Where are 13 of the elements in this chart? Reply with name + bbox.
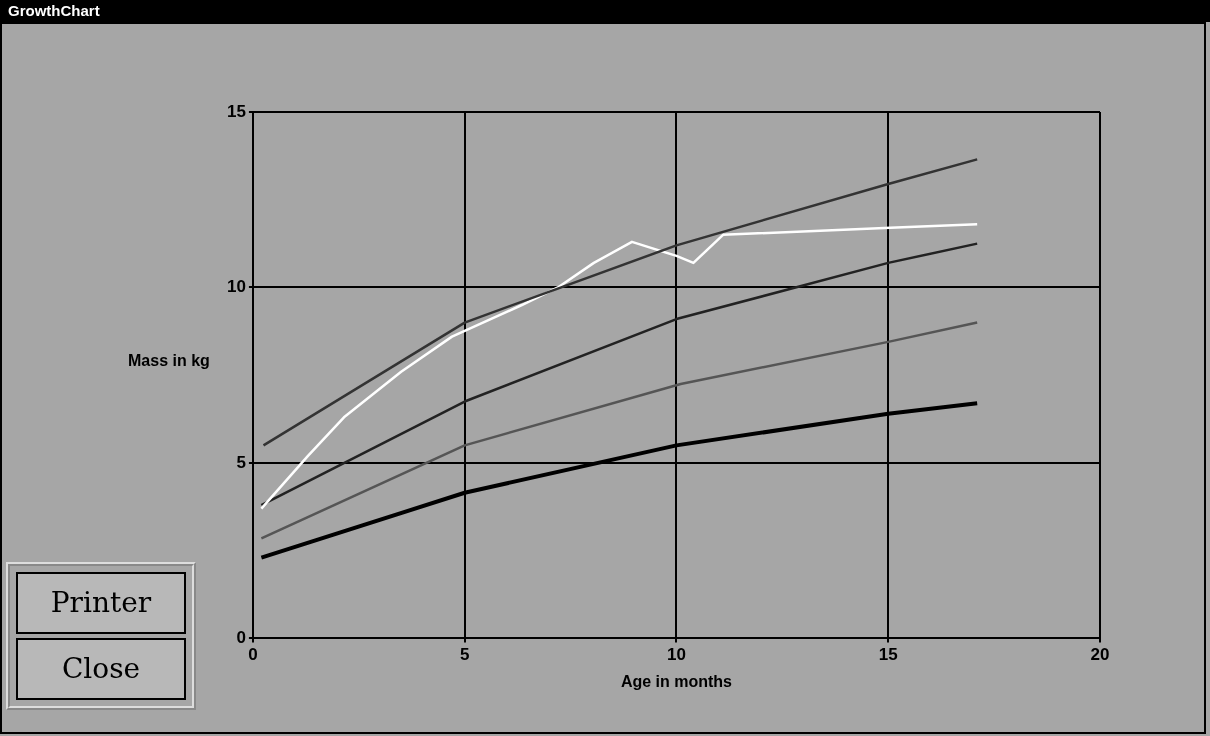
y-tick-label: 0 [236,628,246,648]
y-axis-title: Mass in kg [128,352,210,370]
x-tick-label: 20 [1090,645,1110,665]
text: GrowthChart [0,0,1210,22]
x-tick-label: 15 [878,645,898,665]
y-tick-label: 5 [236,452,246,472]
y-tick-label: 10 [226,277,246,297]
x-tick-label: 5 [459,645,470,665]
button: Printer [16,572,186,634]
x-axis-title: Age in months [620,672,733,690]
y-tick-label: 15 [226,101,246,121]
button: Close [16,638,186,700]
x-tick-label: 10 [666,645,686,665]
